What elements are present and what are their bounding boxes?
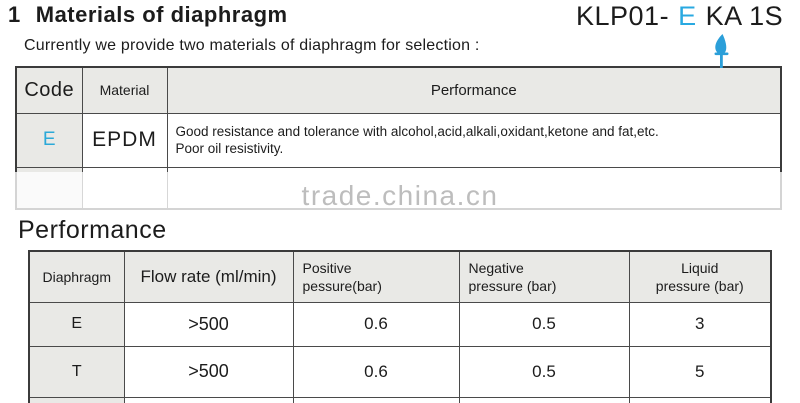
column-header-material: Material — [81, 66, 168, 114]
performance-line-2: Poor oil resistivity. — [175, 141, 284, 156]
cell-clipped — [628, 396, 772, 403]
column-header-positive-pressure: Positive pessure(bar) — [292, 250, 460, 303]
section-title-performance: Performance — [18, 216, 167, 244]
column-header-performance: Performance — [166, 66, 782, 114]
column-header-code: Code — [15, 66, 83, 114]
header-line: pressure (bar) — [655, 277, 744, 294]
cell-liquid-pressure: 3 — [628, 301, 772, 347]
subtitle: Currently we provide two materials of di… — [24, 37, 480, 54]
cell-liquid-pressure: 5 — [628, 345, 772, 398]
cell-clipped — [458, 396, 630, 403]
cell-code-e: E — [15, 112, 83, 168]
table-row: T >500 0.6 0.5 5 — [28, 345, 772, 398]
section-title-materials: 1 Materials of diaphragm — [8, 2, 288, 28]
section-number: 1 — [8, 2, 21, 27]
performance-table-header-row: Diaphragm Flow rate (ml/min) Positive pe… — [28, 250, 772, 303]
cell-material-epdm: EPDM — [81, 112, 168, 168]
column-header-diaphragm: Diaphragm — [28, 250, 125, 303]
pointer-arrow-icon — [714, 34, 729, 68]
performance-table: Diaphragm Flow rate (ml/min) Positive pe… — [28, 250, 772, 403]
table-row-clipped — [28, 396, 772, 403]
cell-positive-pressure: 0.6 — [292, 301, 460, 347]
cell-clipped — [28, 396, 125, 403]
header-line: pessure(bar) — [302, 277, 382, 294]
cell-diaphragm-e: E — [28, 301, 125, 347]
watermark-band: trade.china.cn — [0, 172, 800, 219]
cell-negative-pressure: 0.5 — [458, 301, 630, 347]
cell-negative-pressure: 0.5 — [458, 345, 630, 398]
model-code-suffix: KA 1S — [705, 1, 784, 31]
cell-performance-text: Good resistance and tolerance with alcoh… — [166, 112, 782, 168]
table-row: E >500 0.6 0.5 3 — [28, 301, 772, 347]
header-line: Liquid — [681, 259, 719, 276]
header-line: Positive — [302, 259, 352, 276]
section-title-text: Materials of diaphragm — [35, 2, 288, 27]
materials-table-header-row: Code Material Performance — [15, 66, 782, 114]
model-code: KLP01- E KA 1S — [576, 1, 783, 32]
column-header-negative-pressure: Negative pressure (bar) — [458, 250, 630, 303]
model-code-prefix: KLP01- — [576, 1, 670, 31]
cell-clipped — [292, 396, 460, 403]
performance-line-1: Good resistance and tolerance with alcoh… — [175, 124, 659, 139]
header-line: Negative — [468, 259, 524, 276]
cell-flow-rate: >500 — [123, 345, 294, 398]
header-line: pressure (bar) — [468, 277, 557, 294]
cell-clipped — [123, 396, 294, 403]
cell-flow-rate: >500 — [123, 301, 294, 347]
cell-diaphragm-t: T — [28, 345, 125, 398]
table-row: E EPDM Good resistance and tolerance wit… — [15, 112, 782, 168]
column-header-liquid-pressure: Liquid pressure (bar) — [628, 250, 772, 303]
model-code-highlight: E — [678, 1, 697, 31]
column-header-flow-rate: Flow rate (ml/min) — [123, 250, 294, 303]
cell-positive-pressure: 0.6 — [292, 345, 460, 398]
watermark-text: trade.china.cn — [301, 179, 499, 211]
